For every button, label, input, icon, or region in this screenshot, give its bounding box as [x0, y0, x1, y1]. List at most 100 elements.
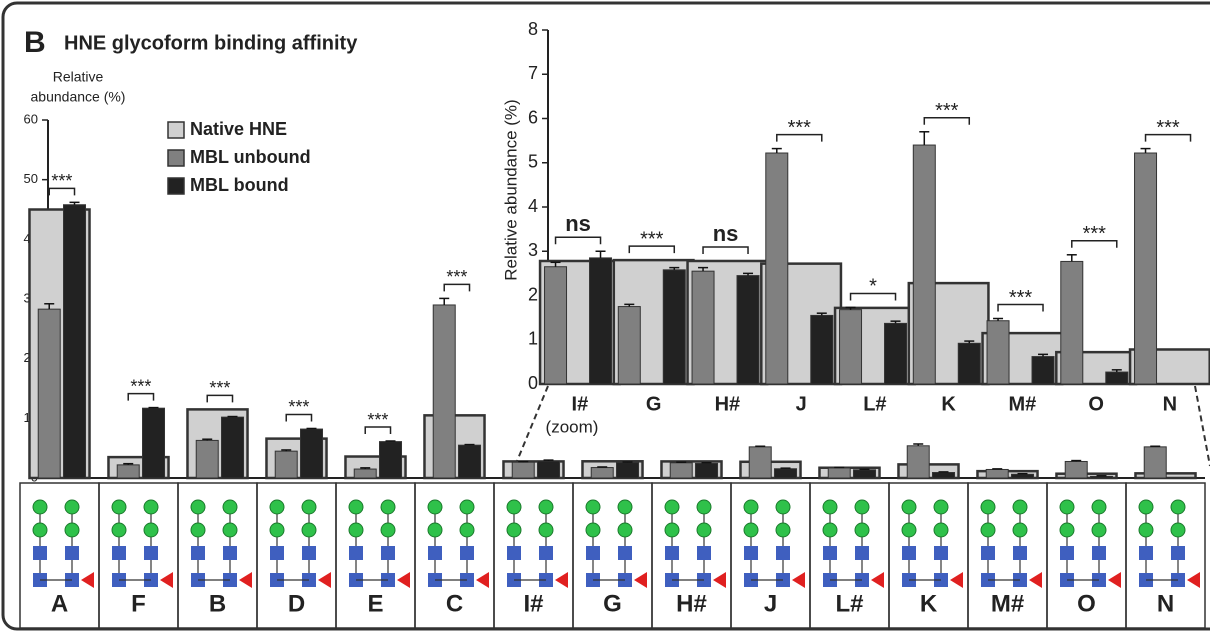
x-tick-label: C [446, 590, 463, 617]
glycan-square [855, 546, 869, 560]
bar [1061, 261, 1083, 384]
glycan-circle [618, 500, 632, 514]
bar [663, 270, 685, 384]
glycan-circle [586, 500, 600, 514]
glycan-circle [460, 523, 474, 537]
x-tick-label: F [131, 590, 146, 617]
glycan-square [33, 546, 47, 560]
significance: *** [1083, 223, 1107, 245]
y-tick-label: 5 [528, 152, 538, 172]
glycan-circle [981, 523, 995, 537]
x-tick-label: G [646, 393, 662, 415]
glycan-square [428, 546, 442, 560]
glycan-circle [776, 500, 790, 514]
bar [1012, 474, 1034, 478]
x-tick-label: I# [523, 590, 543, 617]
x-tick-label: M# [1008, 393, 1036, 415]
glycan-circle [144, 500, 158, 514]
significance: * [869, 276, 877, 298]
x-tick-label: L# [835, 590, 863, 617]
x-tick-label: N [1163, 393, 1177, 415]
glycan-circle [1013, 500, 1027, 514]
y-tick-label: 2 [528, 284, 538, 304]
x-tick-label: D [288, 590, 305, 617]
glycan-circle [823, 523, 837, 537]
glycan-circle [1139, 523, 1153, 537]
glycan-square [381, 546, 395, 560]
glycan-circle [428, 500, 442, 514]
glycan-triangle [1029, 572, 1042, 588]
bar [885, 323, 907, 384]
glycan-circle [223, 500, 237, 514]
zoom-guide [1195, 386, 1210, 466]
bar [1106, 372, 1128, 384]
bar [590, 258, 612, 384]
bar [696, 463, 718, 478]
glycan-circle [270, 523, 284, 537]
bar [143, 408, 165, 478]
glycan-circle [1171, 500, 1185, 514]
glycan-square [507, 546, 521, 560]
bar [958, 343, 980, 384]
bar [64, 205, 86, 478]
significance: *** [51, 171, 72, 191]
y-tick-label: 1 [528, 329, 538, 349]
x-tick-label: L# [863, 393, 886, 415]
glycan-square [697, 546, 711, 560]
glycan-circle [65, 500, 79, 514]
panel-label: B [24, 26, 46, 59]
glycan-circle [349, 500, 363, 514]
glycan-triangle [397, 572, 410, 588]
bar [1091, 476, 1113, 478]
bar [1065, 461, 1087, 478]
bar [591, 468, 613, 478]
glycan-circle [302, 523, 316, 537]
glycan-square [665, 546, 679, 560]
glycan-square [823, 546, 837, 560]
glycan-circle [381, 500, 395, 514]
glycan-triangle [713, 572, 726, 588]
bar [117, 465, 139, 478]
significance: *** [288, 397, 309, 417]
glycan-triangle [1108, 572, 1121, 588]
bar [301, 429, 323, 478]
glycan-triangle [871, 572, 884, 588]
bar [38, 309, 60, 478]
glycan-square [1171, 546, 1185, 560]
glycan-circle [665, 500, 679, 514]
glycan-circle [1060, 500, 1074, 514]
glycan-triangle [792, 572, 805, 588]
glycan-circle [1171, 523, 1185, 537]
x-tick-label: O [1077, 590, 1096, 617]
x-tick-label: J [796, 393, 807, 415]
x-tick-label: H# [676, 590, 707, 617]
glycan-square [302, 546, 316, 560]
significance: *** [1156, 117, 1180, 139]
bar [1032, 357, 1054, 384]
glycan-circle [33, 500, 47, 514]
bar [987, 321, 1009, 384]
glycan-square [1013, 546, 1027, 560]
glycan-triangle [160, 572, 173, 588]
sig-bracket [556, 237, 601, 244]
bar [737, 276, 759, 384]
significance: *** [1009, 287, 1033, 309]
sig-bracket [703, 247, 748, 254]
bar [196, 440, 218, 478]
glycan-circle [191, 500, 205, 514]
bar [766, 153, 788, 384]
glycan-circle [223, 523, 237, 537]
glycan-circle [349, 523, 363, 537]
significance: *** [209, 378, 230, 398]
glycan-circle [539, 500, 553, 514]
y-tick-label: 50 [24, 171, 38, 186]
glycan-square [349, 546, 363, 560]
glycan-circle [934, 523, 948, 537]
bar [670, 463, 692, 478]
glycan-square [981, 546, 995, 560]
x-tick-label: K [941, 393, 956, 415]
x-tick-label: J [764, 590, 777, 617]
glycan-circle [1060, 523, 1074, 537]
glycan-circle [776, 523, 790, 537]
significance: *** [788, 117, 812, 139]
